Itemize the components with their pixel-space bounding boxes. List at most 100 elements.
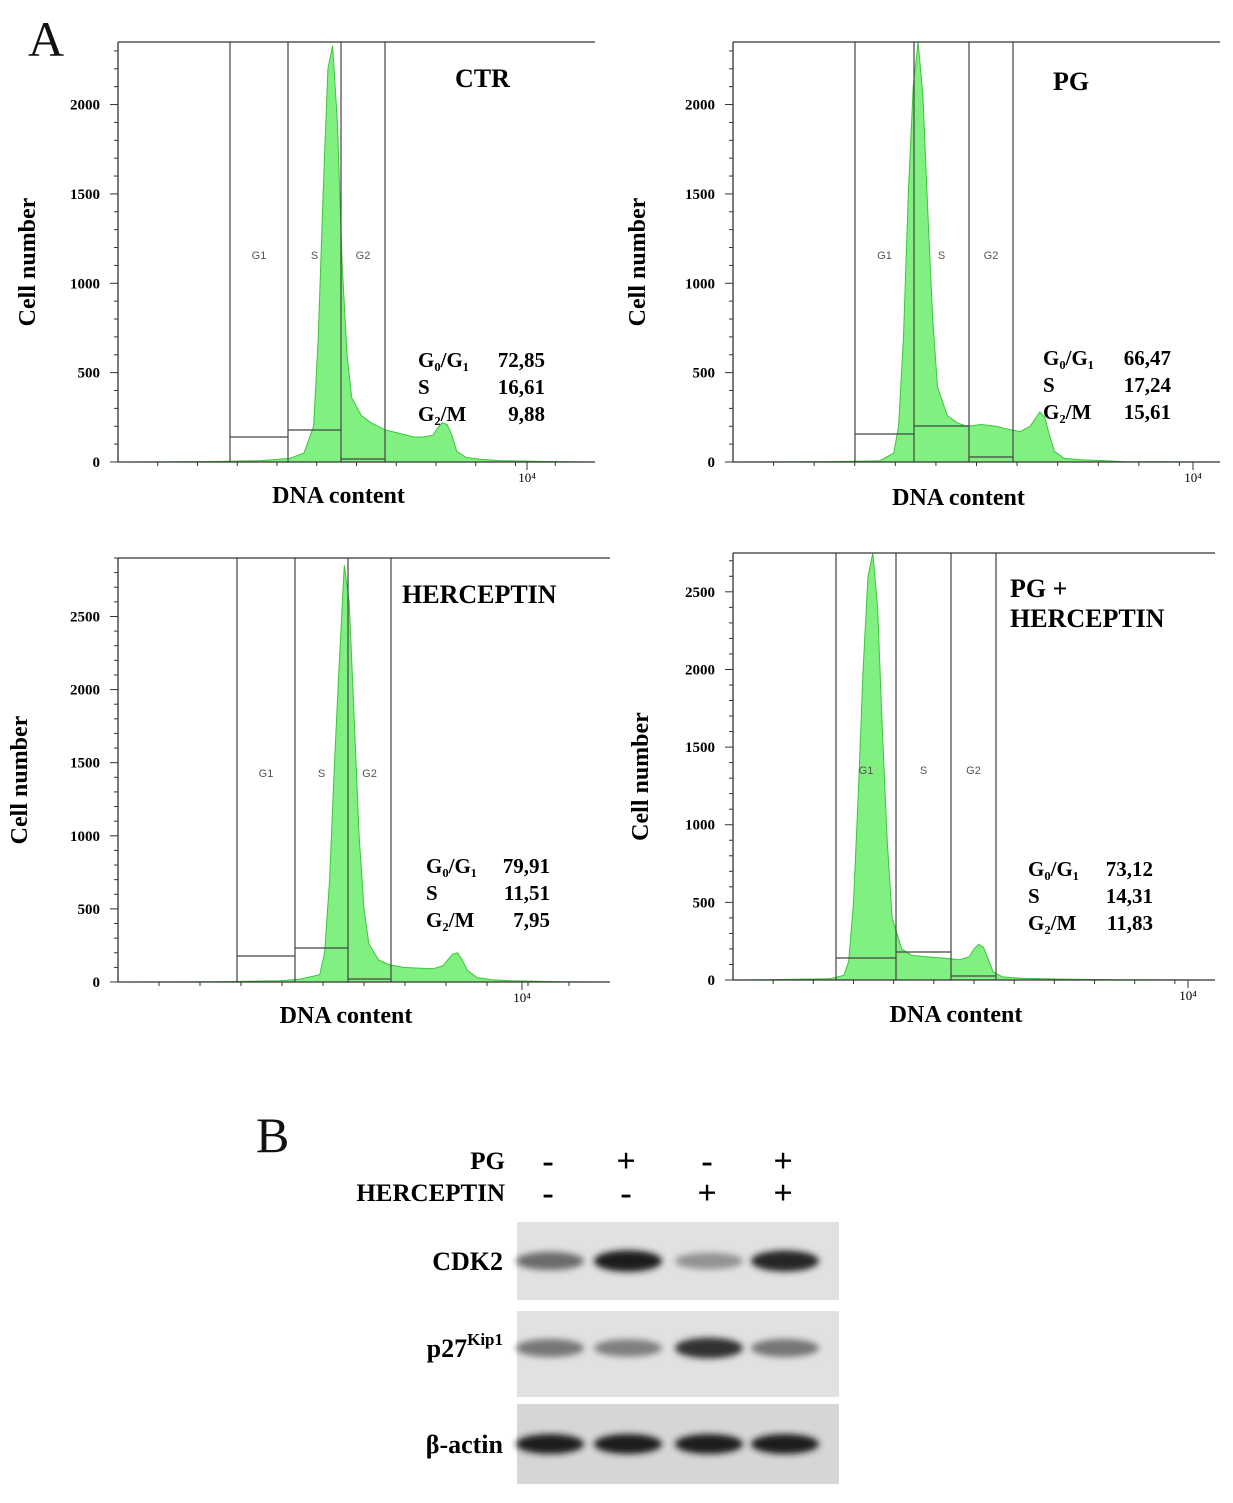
histogram-area <box>732 41 1221 463</box>
y-tick-label: 0 <box>708 973 716 989</box>
y-tick-label: 0 <box>93 455 101 471</box>
lane-sign: - <box>701 1143 712 1180</box>
stat-phase-label: G₀/G₁ <box>1028 857 1079 881</box>
y-tick-label: 2000 <box>70 98 100 114</box>
y-tick-label: 1000 <box>70 276 100 292</box>
stat-value: 66,47 <box>1124 346 1171 370</box>
stat-value: 14,31 <box>1106 884 1153 908</box>
treatment-label: HERCEPTIN <box>356 1180 505 1207</box>
treatment-row-pg: PG - + - + <box>470 1143 792 1180</box>
blot-band <box>594 1250 662 1272</box>
blot-label-main: CDK2 <box>432 1247 503 1276</box>
y-tick-label: 500 <box>78 902 101 918</box>
blot-label-superscript: Kip1 <box>467 1330 503 1349</box>
blot-rows: CDK2 p27Kip1 β-actin <box>426 1222 839 1484</box>
y-axis-label: Cell number <box>625 197 651 326</box>
x-axis-label: DNA content <box>272 483 405 509</box>
blot-row-1: CDK2 <box>432 1222 839 1300</box>
stat-value: 9,88 <box>508 402 545 426</box>
y-tick-label: 1500 <box>70 187 100 203</box>
blot-band <box>751 1434 819 1454</box>
gate-label-g2: G2 <box>356 250 371 262</box>
stat-phase-label: S <box>1028 884 1040 908</box>
y-tick-label: 1500 <box>685 740 715 756</box>
histogram-area <box>117 45 596 463</box>
lane-sign: + <box>773 1143 792 1180</box>
x-axis-label: DNA content <box>280 1003 413 1029</box>
stat-value: 79,91 <box>503 854 550 878</box>
y-tick-label: 500 <box>693 366 716 382</box>
x-axis-label: DNA content <box>892 485 1025 511</box>
blot-row-label: β-actin <box>426 1430 504 1459</box>
stat-phase-label: G₀/G₁ <box>418 348 469 372</box>
treatment-rows: PG - + - +HERCEPTIN - - + + <box>356 1143 792 1212</box>
x-tick-label: 10⁴ <box>518 470 536 485</box>
blot-band <box>675 1434 743 1454</box>
gate-label-s: S <box>311 250 318 262</box>
gate-label-g1: G1 <box>259 768 274 780</box>
blot-row-2: p27Kip1 <box>427 1311 839 1397</box>
chart-title: CTR <box>455 64 510 93</box>
stat-phase-label: G₂/M <box>426 908 474 932</box>
gate-label-s: S <box>318 768 325 780</box>
y-axis-label: Cell number <box>628 712 654 841</box>
gate-label-g2: G2 <box>362 768 377 780</box>
charts-layer: G1 S G2 0 500 1000 1500 2000 10⁴ DNA content Cell … <box>7 41 1221 1029</box>
x-axis-label: DNA content <box>890 1002 1023 1028</box>
blot-label-main: β-actin <box>426 1430 504 1459</box>
gate-label-g2: G2 <box>966 765 981 777</box>
stat-value: 7,95 <box>513 908 550 932</box>
gate-label-s: S <box>920 765 927 777</box>
blot-band <box>594 1434 662 1454</box>
blot-row-label: p27Kip1 <box>427 1330 503 1363</box>
y-tick-label: 2000 <box>685 662 715 678</box>
stat-phase-label: G₀/G₁ <box>426 854 477 878</box>
panel-b-label: B <box>256 1107 289 1163</box>
y-axis-label: Cell number <box>7 715 33 844</box>
stat-phase-label: S <box>426 881 438 905</box>
stat-value: 17,24 <box>1124 373 1172 397</box>
title-line-1: PG + <box>1010 574 1067 603</box>
y-tick-label: 1500 <box>685 187 715 203</box>
lane-sign: - <box>542 1143 553 1180</box>
histogram-area <box>117 565 611 983</box>
x-tick-label: 10⁴ <box>513 990 531 1005</box>
histogram-chart-1: G1 S G2 0 500 1000 1500 2000 10⁴ DNA content Cell … <box>15 41 596 509</box>
y-tick-label: 1500 <box>70 756 100 772</box>
y-tick-label: 500 <box>78 366 101 382</box>
blot-band <box>516 1339 584 1357</box>
blot-band <box>751 1339 819 1357</box>
blot-row-label: CDK2 <box>432 1247 503 1276</box>
blot-band <box>516 1251 584 1271</box>
gate-label-g1: G1 <box>859 765 874 777</box>
y-axis-label: Cell number <box>15 197 41 326</box>
chart-title: HERCEPTIN <box>402 580 557 609</box>
treatment-label: PG <box>470 1148 505 1175</box>
stat-phase-label: G₂/M <box>1028 911 1076 935</box>
blot-band <box>751 1250 819 1272</box>
y-tick-label: 1000 <box>70 829 100 845</box>
y-tick-label: 2000 <box>70 683 100 699</box>
y-tick-label: 0 <box>93 975 101 991</box>
title-line-2: HERCEPTIN <box>1010 604 1165 633</box>
histogram-area <box>732 552 1216 981</box>
y-tick-label: 2500 <box>70 609 100 625</box>
lane-sign: - <box>542 1175 553 1212</box>
blot-row-3: β-actin <box>426 1404 839 1484</box>
stat-phase-label: G₀/G₁ <box>1043 346 1094 370</box>
x-tick-label: 10⁴ <box>1184 470 1202 485</box>
blot-band <box>516 1434 584 1454</box>
gate-label-s: S <box>938 250 945 262</box>
stat-value: 11,51 <box>504 881 550 905</box>
chart-title: PG + HERCEPTIN <box>1010 574 1165 633</box>
gate-label-g1: G1 <box>877 250 892 262</box>
lane-sign: + <box>773 1175 792 1212</box>
histogram-chart-3: G1 S G2 0 500 1000 1500 2000 2500 10⁴ DNA content C… <box>7 557 611 1029</box>
histogram-chart-4: G1 S G2 0 500 1000 1500 2000 2500 10⁴ DNA content C… <box>628 552 1216 1028</box>
stat-phase-label: G₂/M <box>1043 400 1091 424</box>
gate-label-g1: G1 <box>252 250 267 262</box>
stat-phase-label: G₂/M <box>418 402 466 426</box>
y-tick-label: 1000 <box>685 276 715 292</box>
